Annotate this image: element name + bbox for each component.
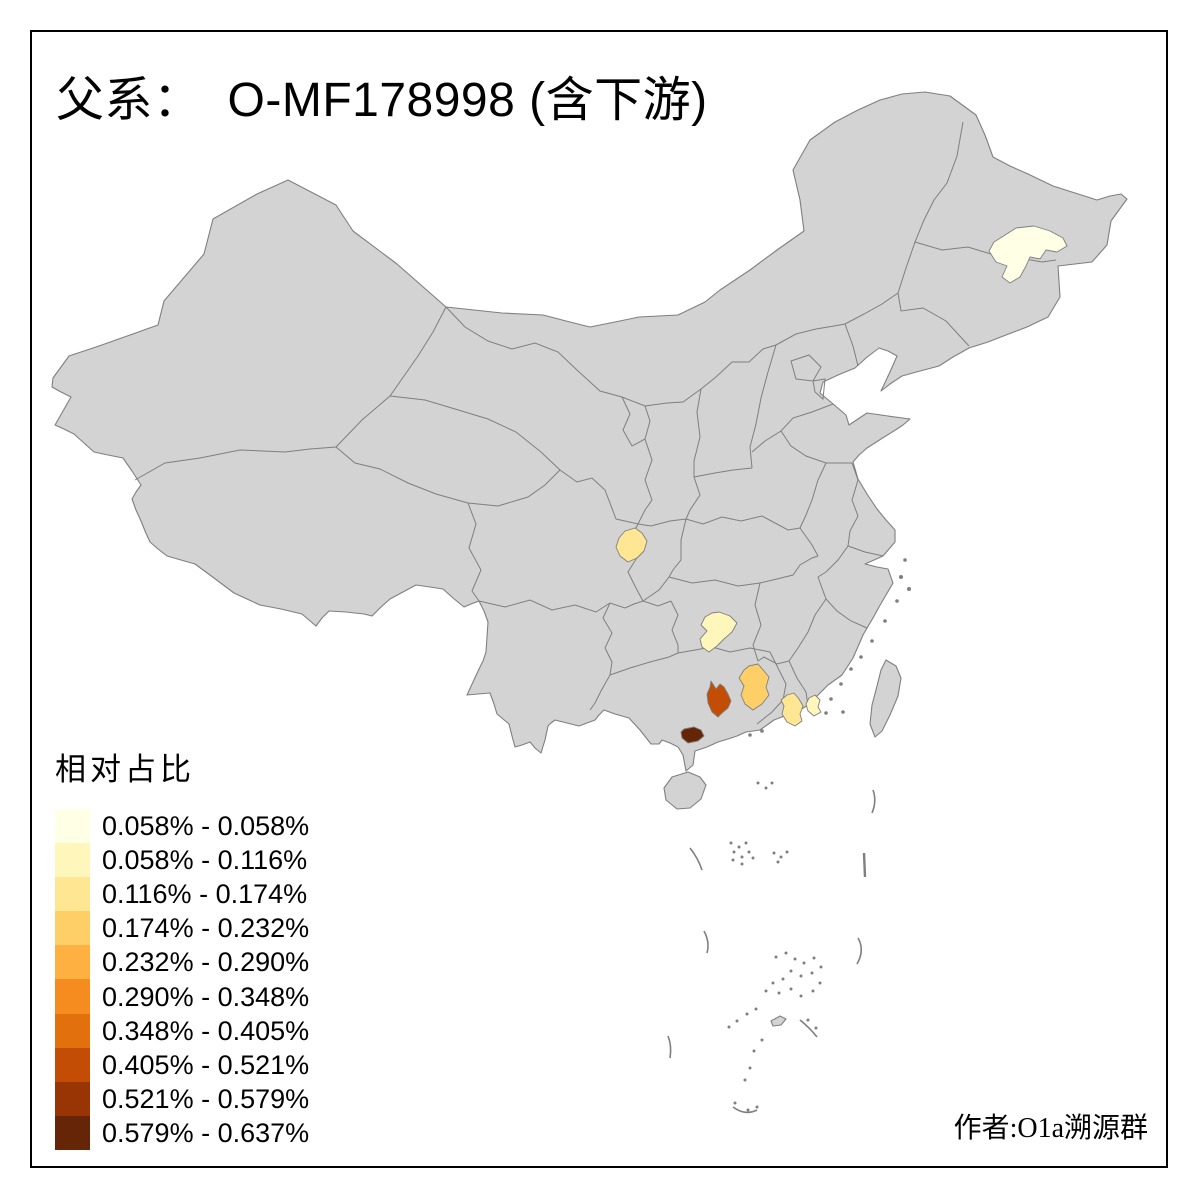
south-sea-shoal	[770, 1015, 787, 1027]
sea-boundary-dashes	[667, 789, 876, 1114]
legend-row: 0.116% - 0.174%	[55, 877, 309, 912]
taiwan-island	[869, 659, 902, 738]
mainland-outline	[51, 91, 1128, 772]
region-guangxi-south-coast	[680, 726, 705, 744]
legend-title: 相对占比	[55, 752, 195, 787]
region-guangdong-west	[780, 692, 804, 727]
coastal-islets	[748, 558, 911, 737]
legend-row: 0.290% - 0.348%	[55, 979, 310, 1014]
legend-row: 0.232% - 0.290%	[55, 945, 310, 980]
region-guangxi-northeast	[738, 663, 770, 711]
legend-swatch	[55, 1013, 90, 1048]
legend-row: 0.058% - 0.058%	[55, 809, 310, 844]
legend-swatch	[55, 843, 90, 878]
legend-swatch	[55, 809, 90, 844]
legend-label: 0.405% - 0.521%	[102, 1049, 310, 1080]
title-prefix: 父系：	[56, 74, 202, 127]
legend-swatch	[55, 1081, 90, 1116]
legend-swatch	[55, 945, 90, 980]
legend-swatch	[55, 979, 90, 1014]
legend-row: 0.348% - 0.405%	[55, 1013, 310, 1048]
region-northeast-heilongjiang	[988, 225, 1068, 284]
legend-row: 0.521% - 0.579%	[55, 1081, 310, 1116]
legend-label: 0.579% - 0.637%	[102, 1117, 310, 1148]
legend-label: 0.290% - 0.348%	[102, 981, 310, 1012]
legend-row: 0.174% - 0.232%	[55, 911, 310, 946]
title-haplogroup-code: O-MF178998 (含下游)	[227, 74, 708, 127]
legend-row: 0.405% - 0.521%	[55, 1047, 310, 1082]
legend-row: 0.579% - 0.637%	[55, 1115, 310, 1150]
legend-label: 0.174% - 0.232%	[102, 913, 310, 944]
land-layer	[51, 91, 1128, 1027]
legend-label: 0.058% - 0.058%	[102, 811, 310, 842]
region-guizhou	[699, 611, 738, 653]
legend-label: 0.348% - 0.405%	[102, 1015, 310, 1046]
legend-label: 0.058% - 0.116%	[102, 845, 308, 876]
legend-label: 0.116% - 0.174%	[102, 879, 308, 910]
legend-swatch	[55, 911, 90, 946]
highlighted-regions	[615, 225, 1068, 744]
legend-swatch	[55, 877, 90, 912]
legend-row: 0.058% - 0.116%	[55, 843, 309, 878]
legend-swatch	[55, 1115, 90, 1150]
legend-label: 0.521% - 0.579%	[102, 1083, 310, 1114]
legend-rows: 0.058% - 0.058% 0.058% - 0.116% 0.116% - 0…	[55, 809, 309, 1150]
region-sichuan-basin	[615, 527, 648, 563]
hainan-island	[663, 771, 707, 810]
author-credit-text: 作者:O1a溯源群	[953, 1113, 1148, 1144]
legend-label: 0.232% - 0.290%	[102, 947, 310, 978]
south-sea-islands	[727, 781, 823, 1112]
page-title: 父系： O-MF178998 (含下游)	[56, 60, 708, 130]
author-credit: 作者:O1a溯源群	[954, 1106, 1148, 1146]
legend: 相对占比 0.058% - 0.058% 0.058% - 0.116% 0.116…	[55, 744, 309, 1150]
region-guangdong-central	[805, 694, 822, 717]
legend-swatch	[55, 1047, 90, 1082]
province-boundaries	[134, 121, 1057, 725]
region-guangxi-central	[706, 680, 732, 718]
